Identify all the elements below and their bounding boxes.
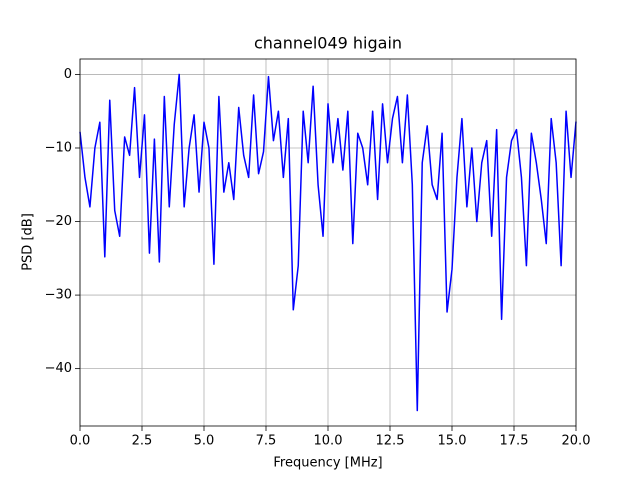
x-tick-label: 5.0 — [194, 434, 215, 449]
x-tick-label: 0.0 — [70, 434, 91, 449]
x-tick-label: 17.5 — [500, 434, 529, 449]
x-axis-label: Frequency [MHz] — [273, 456, 382, 471]
plot-frame — [79, 58, 577, 427]
x-tick-label: 10.0 — [314, 434, 343, 449]
x-tick-label: 7.5 — [256, 434, 277, 449]
y-tick-label: −10 — [45, 140, 72, 155]
psd-line — [79, 73, 577, 412]
y-tick-label: −30 — [45, 288, 72, 303]
y-tick-label: −20 — [45, 214, 72, 229]
y-tick-label: −40 — [45, 361, 72, 376]
x-tick-label: 2.5 — [132, 434, 153, 449]
y-axis-label: PSD [dB] — [21, 213, 36, 271]
chart-title: channel049 higain — [254, 34, 402, 53]
x-tick-label: 12.5 — [376, 434, 405, 449]
x-tick-label: 15.0 — [438, 434, 467, 449]
y-tick-label: 0 — [64, 67, 72, 82]
x-tick-label: 20.0 — [562, 434, 591, 449]
